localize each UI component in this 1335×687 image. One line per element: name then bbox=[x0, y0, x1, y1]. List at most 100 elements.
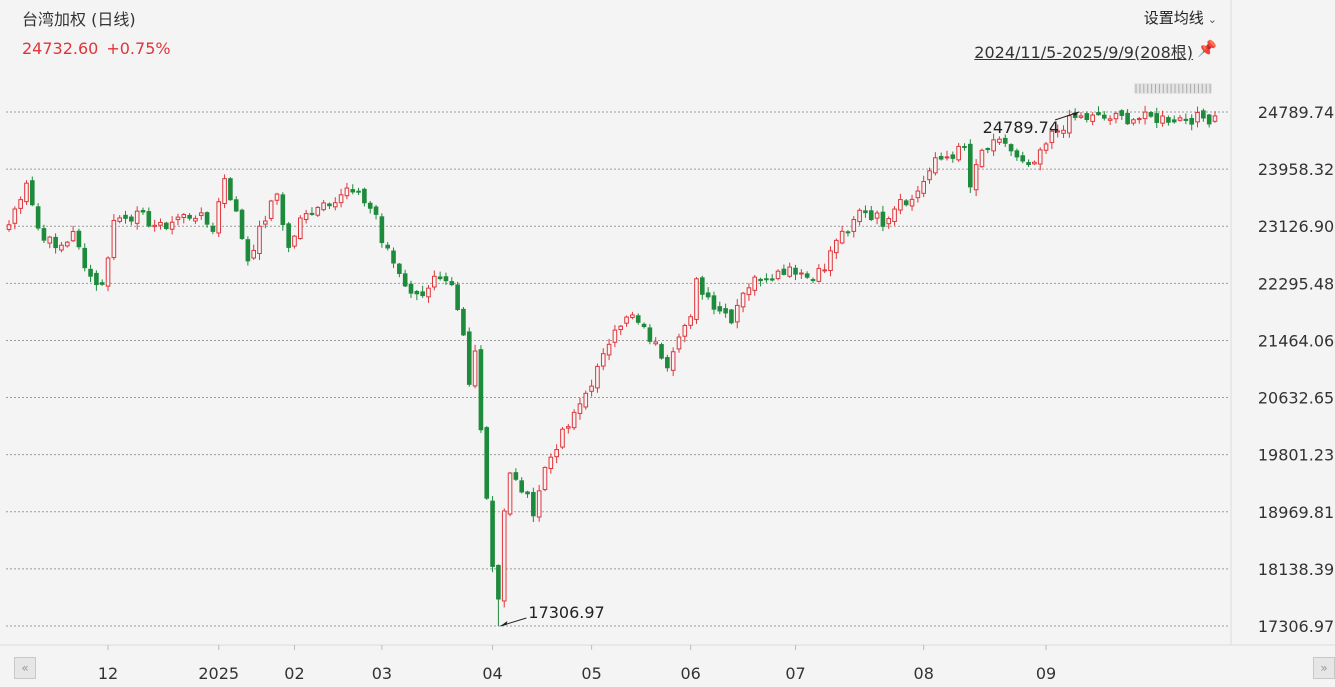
candle bbox=[944, 150, 950, 161]
annotations: 17306.97 24789.74 bbox=[500, 111, 1080, 627]
candle bbox=[694, 277, 699, 324]
candle bbox=[187, 213, 192, 221]
candle bbox=[717, 301, 723, 315]
candle bbox=[1183, 113, 1189, 125]
candle bbox=[437, 271, 443, 281]
candle bbox=[461, 307, 466, 336]
chevron-down-icon: ⌄ bbox=[1207, 13, 1217, 26]
chart-title: 台湾加权 (日线) bbox=[22, 10, 136, 29]
y-tick-label: 21464.06 bbox=[1258, 331, 1334, 350]
candle bbox=[1090, 112, 1095, 126]
candle bbox=[938, 152, 944, 161]
candle bbox=[426, 284, 431, 303]
candle bbox=[414, 290, 420, 301]
candle bbox=[94, 270, 99, 291]
candle bbox=[397, 262, 402, 278]
y-axis: 24789.74 23958.32 23126.90 22295.48 21464.06… bbox=[1258, 103, 1334, 636]
candle bbox=[1171, 115, 1177, 124]
x-tick-label: 05 bbox=[581, 664, 601, 683]
candle bbox=[309, 207, 315, 216]
high-arrowhead bbox=[1072, 112, 1079, 116]
candle bbox=[665, 354, 670, 372]
candle bbox=[967, 139, 973, 194]
candle bbox=[303, 209, 309, 224]
candle bbox=[519, 477, 525, 494]
candle bbox=[635, 313, 641, 325]
y-tick-label: 19801.23 bbox=[1258, 446, 1334, 465]
candle bbox=[892, 206, 897, 226]
candle bbox=[1043, 141, 1049, 154]
candle bbox=[76, 228, 82, 250]
y-tick-label: 24789.74 bbox=[1258, 103, 1334, 122]
candle bbox=[536, 484, 542, 522]
candle bbox=[286, 222, 291, 253]
candle bbox=[1026, 159, 1031, 167]
candle bbox=[129, 214, 134, 226]
candle bbox=[839, 225, 845, 245]
candle bbox=[606, 338, 612, 361]
candle bbox=[490, 496, 495, 573]
candle bbox=[274, 192, 280, 205]
candle bbox=[618, 324, 624, 335]
candle bbox=[921, 175, 927, 198]
candle bbox=[356, 187, 361, 196]
candle bbox=[956, 142, 961, 162]
candle bbox=[245, 236, 251, 266]
x-tick-label: 08 bbox=[914, 664, 934, 683]
pin-icon[interactable]: 📌 bbox=[1197, 39, 1217, 58]
candle bbox=[1195, 106, 1200, 128]
candle bbox=[391, 247, 396, 269]
candle bbox=[723, 303, 728, 318]
candle bbox=[111, 214, 117, 261]
candle bbox=[431, 270, 437, 291]
candle bbox=[1119, 109, 1125, 120]
scroll-left-button[interactable]: « bbox=[14, 657, 36, 679]
scroll-right-button[interactable]: » bbox=[1313, 657, 1335, 679]
candle bbox=[699, 275, 705, 300]
candle bbox=[740, 291, 746, 313]
candle bbox=[327, 202, 332, 209]
date-range-link[interactable]: 2024/11/5-2025/9/9(208根) bbox=[974, 43, 1193, 62]
y-tick-label: 23958.32 bbox=[1258, 160, 1334, 179]
candle bbox=[472, 344, 478, 389]
candle bbox=[851, 216, 857, 238]
candle bbox=[880, 205, 886, 232]
candle bbox=[478, 345, 484, 433]
candle bbox=[496, 564, 501, 626]
candle bbox=[64, 240, 70, 248]
candle bbox=[985, 147, 991, 154]
candle bbox=[152, 219, 157, 232]
candle bbox=[175, 213, 181, 226]
candle bbox=[233, 196, 239, 213]
x-tick-label: 12 bbox=[98, 664, 118, 683]
candle bbox=[280, 192, 286, 231]
candle bbox=[682, 323, 688, 343]
candle bbox=[338, 188, 344, 208]
candle bbox=[501, 508, 507, 608]
high-label: 24789.74 bbox=[983, 118, 1059, 137]
candle bbox=[204, 211, 210, 228]
candle bbox=[222, 174, 227, 209]
candle bbox=[29, 176, 35, 207]
y-tick-label: 22295.48 bbox=[1258, 274, 1334, 293]
candle bbox=[1078, 112, 1084, 119]
x-axis: 12 2025 02 03 04 05 06 07 08 09 bbox=[98, 645, 1056, 683]
candle bbox=[1008, 143, 1014, 157]
candle bbox=[263, 215, 268, 229]
candle bbox=[1148, 111, 1154, 118]
candle bbox=[688, 314, 693, 329]
candle bbox=[752, 274, 758, 296]
candle bbox=[810, 277, 816, 284]
candle bbox=[350, 184, 356, 195]
x-tick-label: 03 bbox=[372, 664, 392, 683]
candle bbox=[1067, 109, 1072, 138]
candle bbox=[571, 409, 577, 431]
x-tick-label: 09 bbox=[1036, 664, 1056, 683]
candle bbox=[292, 235, 297, 249]
candle bbox=[1049, 128, 1055, 150]
ma-settings-button[interactable]: 设置均线 ⌄ bbox=[1144, 7, 1217, 28]
candle bbox=[560, 426, 565, 450]
candle bbox=[379, 213, 385, 248]
ma-toolbar[interactable] bbox=[1134, 83, 1212, 94]
